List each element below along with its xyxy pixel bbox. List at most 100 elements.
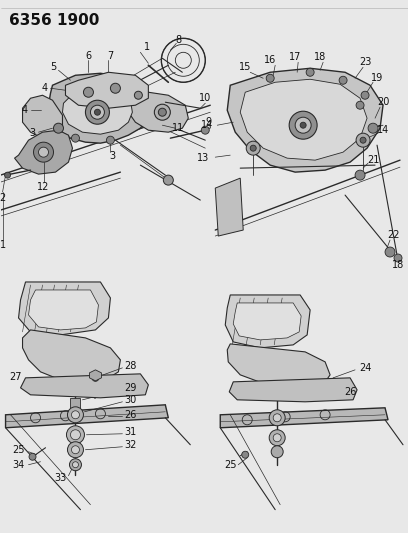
Text: 12: 12 xyxy=(37,182,50,192)
Text: 25: 25 xyxy=(12,445,25,455)
Text: 10: 10 xyxy=(199,93,211,103)
Circle shape xyxy=(38,147,49,157)
Text: 23: 23 xyxy=(359,57,371,67)
Text: 8: 8 xyxy=(175,35,182,45)
Circle shape xyxy=(360,137,366,143)
Polygon shape xyxy=(22,95,62,138)
Polygon shape xyxy=(29,290,98,330)
Circle shape xyxy=(242,451,249,458)
Circle shape xyxy=(356,133,370,147)
Text: 7: 7 xyxy=(107,51,113,61)
Circle shape xyxy=(69,459,82,471)
Circle shape xyxy=(385,247,395,257)
Circle shape xyxy=(71,134,80,142)
Text: 34: 34 xyxy=(12,460,24,470)
Text: 13: 13 xyxy=(197,153,209,163)
Circle shape xyxy=(361,91,369,99)
Circle shape xyxy=(266,74,274,82)
Polygon shape xyxy=(225,295,310,348)
Polygon shape xyxy=(62,88,132,134)
Polygon shape xyxy=(20,374,149,398)
Circle shape xyxy=(295,117,311,133)
Circle shape xyxy=(67,442,84,458)
Text: 28: 28 xyxy=(124,361,137,371)
Text: 11: 11 xyxy=(172,123,184,133)
Text: 25: 25 xyxy=(224,460,237,470)
Text: 20: 20 xyxy=(377,97,389,107)
Circle shape xyxy=(394,254,402,262)
Circle shape xyxy=(94,109,100,115)
Circle shape xyxy=(356,101,364,109)
Polygon shape xyxy=(6,405,169,428)
Text: 6356 1900: 6356 1900 xyxy=(9,13,99,28)
Text: 18: 18 xyxy=(314,52,326,62)
Circle shape xyxy=(158,108,166,116)
Circle shape xyxy=(84,87,93,97)
Polygon shape xyxy=(18,282,111,335)
Circle shape xyxy=(163,175,173,185)
Text: 31: 31 xyxy=(124,427,137,437)
Text: 18: 18 xyxy=(392,260,404,270)
Polygon shape xyxy=(227,344,330,388)
Polygon shape xyxy=(71,398,80,418)
Text: 33: 33 xyxy=(54,473,67,483)
Circle shape xyxy=(67,426,84,444)
Circle shape xyxy=(111,83,120,93)
Polygon shape xyxy=(220,408,388,428)
Text: 30: 30 xyxy=(124,395,137,405)
Polygon shape xyxy=(22,330,120,382)
Polygon shape xyxy=(240,79,367,160)
Circle shape xyxy=(85,100,109,124)
Circle shape xyxy=(71,430,80,440)
Text: 6: 6 xyxy=(85,51,91,61)
Circle shape xyxy=(71,411,80,419)
Circle shape xyxy=(250,145,256,151)
Text: 1: 1 xyxy=(144,42,151,52)
Text: 26: 26 xyxy=(124,410,137,420)
Circle shape xyxy=(355,170,365,180)
Circle shape xyxy=(271,446,283,458)
Circle shape xyxy=(368,123,378,133)
Text: 4: 4 xyxy=(42,83,48,93)
Circle shape xyxy=(306,68,314,76)
Polygon shape xyxy=(215,178,243,236)
Circle shape xyxy=(91,105,104,119)
Circle shape xyxy=(289,111,317,139)
Text: 21: 21 xyxy=(367,155,379,165)
Circle shape xyxy=(92,374,99,381)
Polygon shape xyxy=(15,130,73,174)
Text: 32: 32 xyxy=(124,440,137,450)
Text: 27: 27 xyxy=(9,372,22,382)
Text: 5: 5 xyxy=(50,62,57,72)
Circle shape xyxy=(71,446,80,454)
Text: 15: 15 xyxy=(239,62,251,72)
Circle shape xyxy=(33,142,53,162)
Text: 14: 14 xyxy=(201,120,213,130)
Circle shape xyxy=(67,407,84,423)
Circle shape xyxy=(4,172,11,178)
Text: 19: 19 xyxy=(371,73,383,83)
Circle shape xyxy=(246,141,260,155)
Circle shape xyxy=(73,462,78,468)
Polygon shape xyxy=(49,73,152,143)
Polygon shape xyxy=(229,378,357,402)
Text: 3: 3 xyxy=(29,128,35,138)
Text: 9: 9 xyxy=(205,117,211,127)
Circle shape xyxy=(269,410,285,426)
Circle shape xyxy=(269,430,285,446)
Text: 2: 2 xyxy=(0,193,6,203)
Circle shape xyxy=(339,76,347,84)
Text: 17: 17 xyxy=(289,52,302,62)
Circle shape xyxy=(201,126,209,134)
Circle shape xyxy=(300,122,306,128)
Text: 1: 1 xyxy=(0,240,6,250)
Polygon shape xyxy=(65,72,149,108)
Text: 24: 24 xyxy=(359,363,371,373)
Text: 26: 26 xyxy=(344,387,356,397)
Polygon shape xyxy=(89,370,102,381)
Circle shape xyxy=(134,91,142,99)
Circle shape xyxy=(154,104,170,120)
Circle shape xyxy=(273,414,281,422)
Circle shape xyxy=(106,136,114,144)
Text: 3: 3 xyxy=(109,151,115,161)
